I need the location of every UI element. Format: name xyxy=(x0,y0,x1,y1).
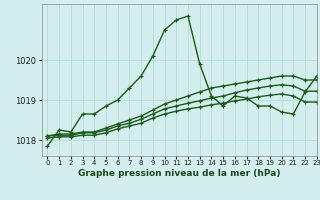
X-axis label: Graphe pression niveau de la mer (hPa): Graphe pression niveau de la mer (hPa) xyxy=(78,169,280,178)
